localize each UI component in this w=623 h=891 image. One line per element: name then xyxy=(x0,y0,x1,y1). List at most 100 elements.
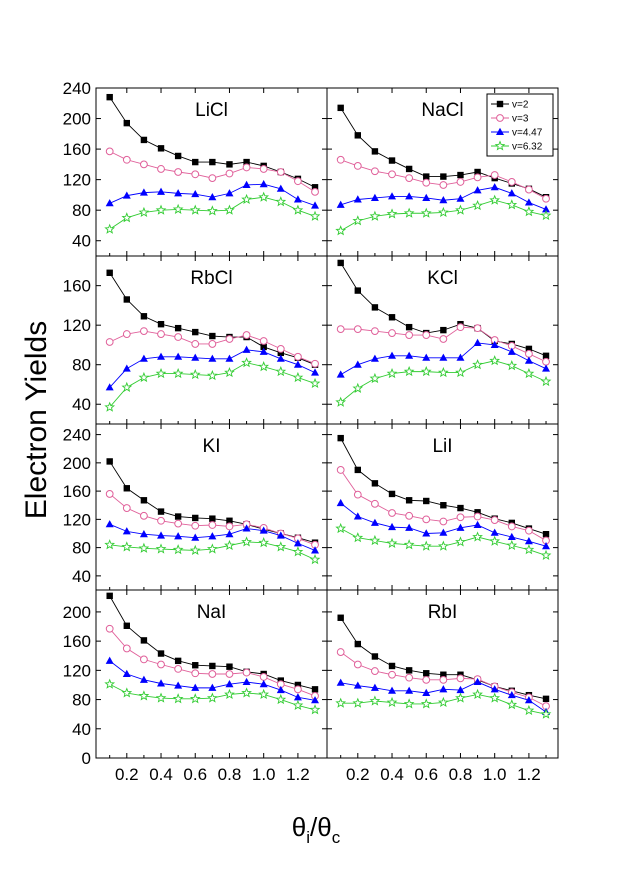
data-point xyxy=(456,685,465,694)
data-point xyxy=(224,204,235,215)
data-point xyxy=(157,679,166,687)
data-point xyxy=(405,686,414,694)
data-point xyxy=(157,320,165,328)
data-point xyxy=(506,199,518,210)
data-point xyxy=(437,540,449,551)
y-tick-label: 0 xyxy=(82,749,91,768)
x-axis-title-theta: θ xyxy=(292,812,306,842)
y-tick-label: 200 xyxy=(63,110,91,129)
data-point xyxy=(456,523,465,531)
panel-label: RbI xyxy=(428,602,458,623)
y-tick-label: 40 xyxy=(72,395,91,414)
data-point xyxy=(456,353,465,361)
data-point xyxy=(440,173,447,180)
data-point xyxy=(206,692,218,703)
legend-marker xyxy=(496,127,504,135)
data-point xyxy=(405,667,413,674)
data-point xyxy=(123,622,130,629)
data-point xyxy=(242,677,251,686)
data-point xyxy=(259,680,268,688)
data-point xyxy=(123,296,130,303)
data-point xyxy=(388,170,396,179)
x-tick-label: 1.2 xyxy=(517,765,541,784)
data-point xyxy=(276,168,285,176)
data-point xyxy=(440,671,447,678)
panel-label: LiI xyxy=(432,436,452,457)
x-axis-title-sub-i: i xyxy=(306,828,310,847)
data-point xyxy=(172,693,184,704)
data-point xyxy=(106,592,113,600)
y-tick-label: 200 xyxy=(63,454,91,473)
data-point xyxy=(209,662,216,670)
data-point xyxy=(489,355,501,366)
data-point xyxy=(422,353,431,361)
data-point xyxy=(191,170,200,179)
y-axis-title: Electron Yields xyxy=(20,321,53,519)
data-point xyxy=(123,485,130,492)
data-point xyxy=(437,696,449,708)
data-point xyxy=(456,178,465,186)
data-point xyxy=(371,148,379,155)
data-point xyxy=(174,152,182,160)
data-point xyxy=(157,508,165,515)
data-point xyxy=(439,196,448,204)
panel-label: KI xyxy=(203,436,221,457)
data-point xyxy=(224,366,235,378)
data-point xyxy=(336,155,345,164)
data-point xyxy=(139,354,148,362)
data-point xyxy=(490,183,499,191)
data-point xyxy=(122,527,131,535)
data-point xyxy=(259,347,268,355)
data-point xyxy=(386,208,398,219)
data-point xyxy=(337,434,344,442)
data-point xyxy=(225,189,234,197)
data-point xyxy=(276,354,285,362)
data-point xyxy=(422,688,431,696)
panel-nacl: NaCl xyxy=(326,87,559,257)
data-point xyxy=(439,685,448,693)
data-point xyxy=(370,518,379,526)
data-point xyxy=(542,352,550,360)
data-point xyxy=(121,381,133,392)
data-point xyxy=(225,354,234,362)
data-point xyxy=(206,205,218,216)
data-point xyxy=(523,704,535,716)
data-point xyxy=(294,177,302,186)
data-point xyxy=(172,544,184,555)
data-point xyxy=(472,688,483,700)
data-point xyxy=(259,673,268,681)
data-point xyxy=(209,158,216,166)
x-tick-label: 0.2 xyxy=(115,765,139,784)
data-point xyxy=(439,353,448,361)
data-point xyxy=(104,678,116,689)
data-point xyxy=(191,189,200,198)
y-tick-label: 80 xyxy=(72,356,91,375)
data-point xyxy=(506,699,518,710)
data-point xyxy=(353,681,362,689)
data-point xyxy=(157,660,165,669)
data-point xyxy=(422,675,431,684)
data-point xyxy=(386,696,398,708)
data-point xyxy=(423,497,430,505)
data-point xyxy=(138,371,150,383)
panel-label: NaI xyxy=(197,602,227,623)
data-point xyxy=(388,490,396,498)
panel-rbi: 0.2 0.4 0.6 0.8 1.0 1.2 RbI xyxy=(326,589,559,784)
data-point xyxy=(276,531,285,539)
data-point xyxy=(472,359,483,370)
data-point xyxy=(369,534,381,546)
data-point xyxy=(140,313,148,320)
panel-ki: 40 80 120 160 200 240 KI xyxy=(63,423,328,591)
y-tick-label: 240 xyxy=(63,79,91,98)
data-point xyxy=(388,522,397,531)
data-point xyxy=(243,158,250,166)
data-point xyxy=(371,327,379,336)
data-point xyxy=(336,678,345,686)
data-point xyxy=(309,704,321,715)
x-tick-label: 1.0 xyxy=(483,765,507,784)
data-point xyxy=(121,541,133,552)
data-point xyxy=(192,662,199,669)
data-point xyxy=(139,188,148,196)
data-point xyxy=(542,530,550,538)
data-point xyxy=(174,532,183,540)
